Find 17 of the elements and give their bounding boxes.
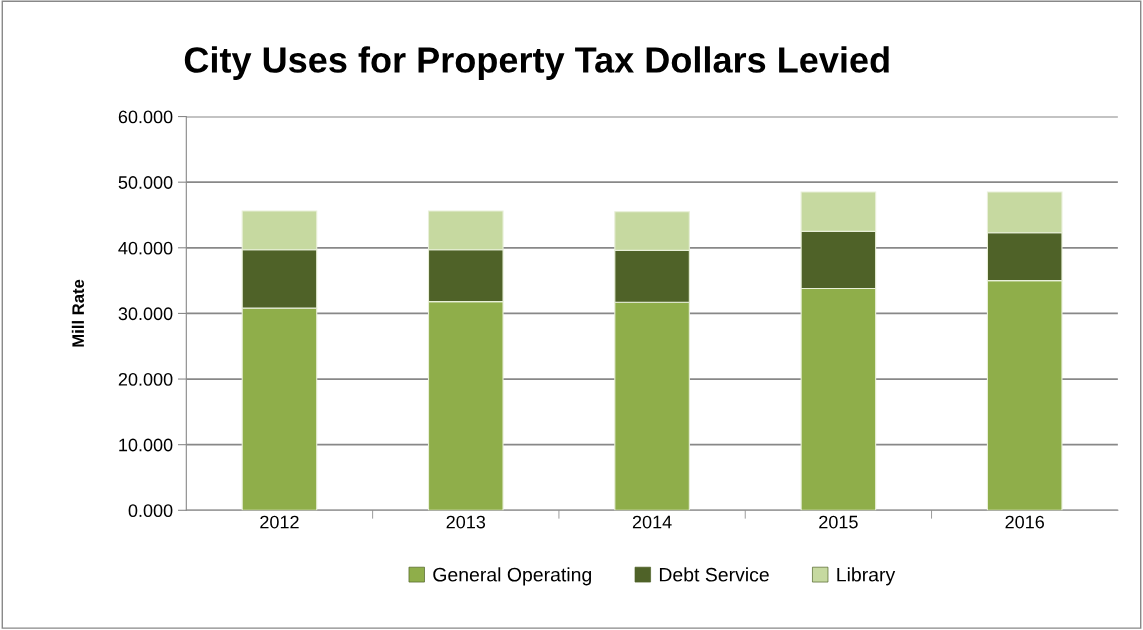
y-tick-label: 10.000 [119,438,173,452]
x-tick-label: 2015 [819,515,858,529]
x-tick-label: 2014 [632,515,672,529]
y-tick-label: 40.000 [118,241,173,255]
chart-title: City Uses for Property Tax Dollars Levied [184,46,889,80]
y-tick-label: 0.000 [128,504,173,518]
legend-label: Debt Service [659,567,769,582]
legend-label: General Operating [433,567,592,586]
legend-label: Library [837,567,896,586]
x-tick-label: 2012 [260,515,299,529]
y-tick-label: 50.000 [118,176,173,189]
x-tick-label: 2016 [1005,515,1044,529]
y-tick-label: 30.000 [118,307,173,321]
y-tick-label: 20.000 [118,372,173,386]
y-tick-label: 60.000 [118,110,173,124]
y-axis-title: Mill Rate [71,279,85,347]
x-tick-label: 2013 [446,515,486,529]
